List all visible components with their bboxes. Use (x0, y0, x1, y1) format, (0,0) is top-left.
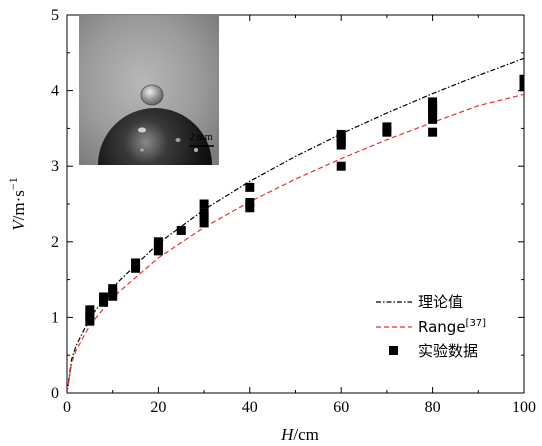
data-point (336, 137, 346, 147)
y-tick-label: 3 (51, 158, 59, 175)
series-layer (67, 57, 524, 393)
droplet (140, 84, 164, 106)
y-axis: 0 1 2 3 4 5 (51, 7, 524, 402)
legend-label-data: 实验数据 (418, 342, 478, 360)
y-tick-label: 4 (51, 83, 59, 100)
data-point (131, 258, 141, 268)
data-point (131, 263, 141, 273)
data-point (428, 97, 438, 107)
data-point (382, 127, 392, 137)
legend-label-theory: 理论值 (418, 293, 463, 311)
legend-marker-data (389, 346, 398, 355)
sphere (98, 108, 212, 165)
y-tick-label: 0 (51, 385, 59, 402)
y-tick-label: 1 (51, 309, 59, 326)
data-point (336, 129, 346, 139)
data-point (176, 225, 186, 235)
legend: 理论值 Range[37] 实验数据 (376, 293, 486, 360)
data-point (382, 122, 392, 132)
data-point (428, 114, 438, 124)
y-tick-label: 2 (51, 234, 59, 251)
theory-curve (67, 57, 524, 393)
data-point (336, 161, 346, 171)
data-point (85, 305, 95, 315)
data-point (99, 297, 109, 307)
data-point (199, 213, 209, 223)
scale-label: 2 mm (189, 132, 212, 143)
legend-label-range: Range[37] (418, 318, 486, 336)
data-point (153, 237, 163, 247)
range-curve (67, 93, 524, 393)
data-point (245, 197, 255, 207)
data-point (153, 246, 163, 256)
data-point (108, 284, 118, 294)
inset-photo: 2 mm (79, 15, 219, 165)
x-tick-label: 100 (512, 399, 536, 416)
x-axis-title: H/cm (280, 425, 319, 444)
data-point (199, 199, 209, 209)
x-tick-label: 40 (242, 399, 258, 416)
y-tick-label: 5 (51, 7, 59, 24)
data-point (199, 218, 209, 228)
data-point (99, 292, 109, 302)
data-point (245, 203, 255, 213)
data-point (245, 182, 255, 192)
data-point (199, 208, 209, 218)
x-tick-label: 20 (150, 399, 166, 416)
x-tick-label: 0 (63, 399, 71, 416)
x-tick-label: 80 (425, 399, 441, 416)
x-axis: 0 20 40 60 80 100 (63, 15, 536, 416)
y-axis-title: V/m·s−1 (6, 177, 28, 230)
data-point (519, 74, 524, 84)
data-point (428, 127, 438, 137)
x-tick-label: 60 (333, 399, 349, 416)
